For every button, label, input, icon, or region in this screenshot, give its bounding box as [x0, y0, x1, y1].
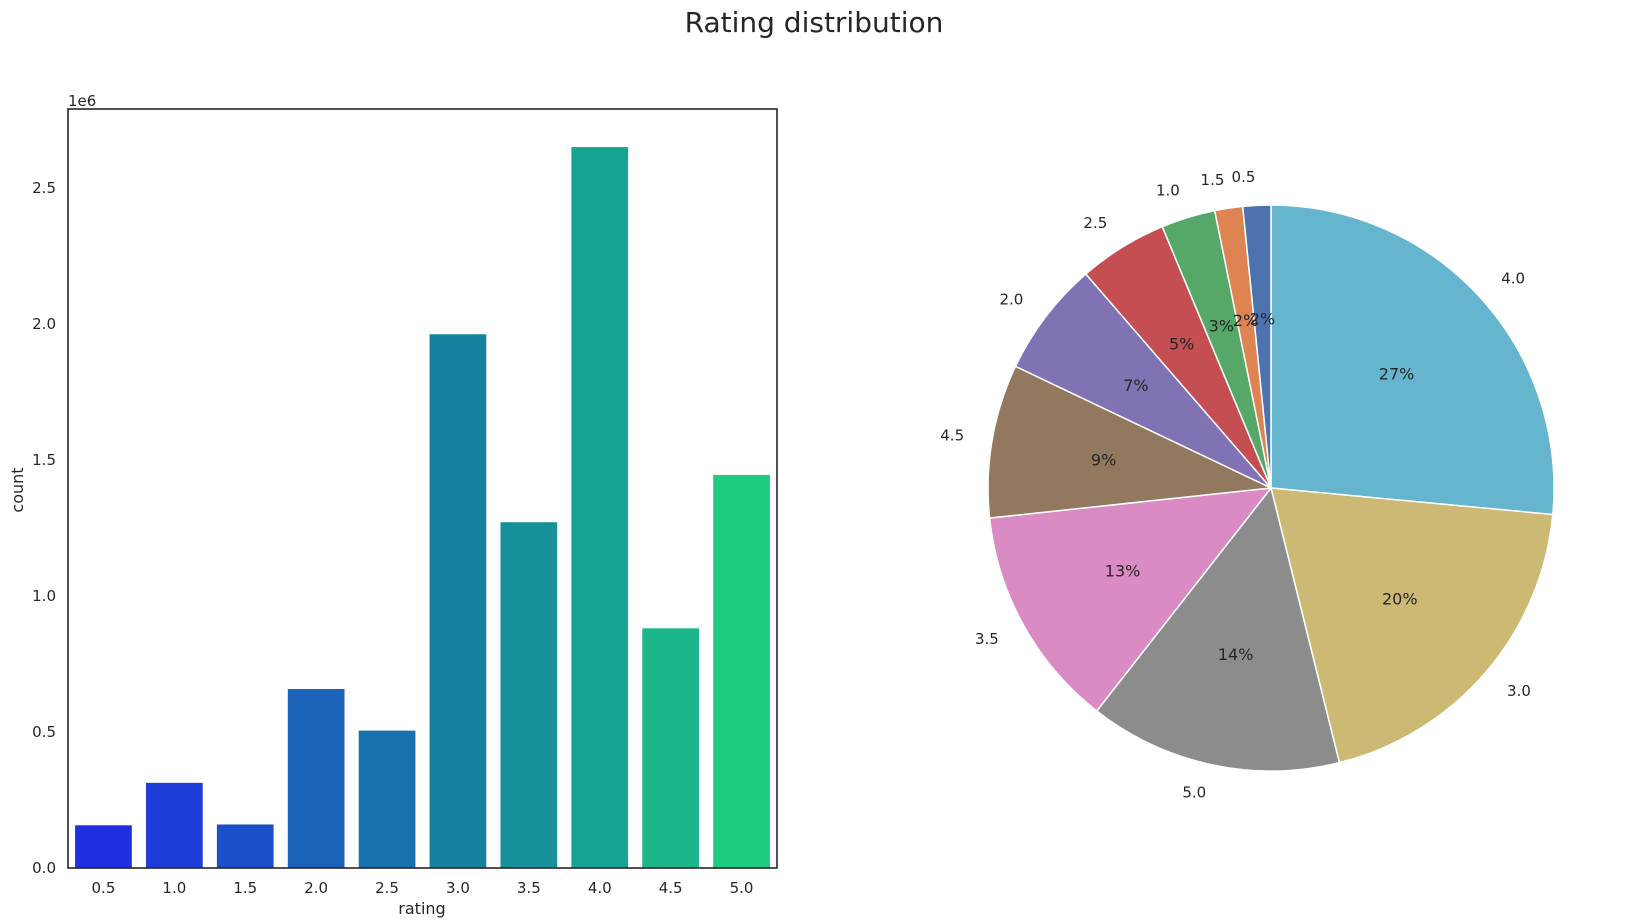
- bar-chart: 0.0 0.5 1.0 1.5 2.0 2.5 0.5 1.0 1.5 2.0 2.5 3.0 3.5…: [8, 92, 778, 918]
- pie-percent-labels: 27%20%14%13%9%7%5%3%2%2%: [1091, 309, 1418, 664]
- x-axis-label: rating: [398, 899, 445, 918]
- pie-pct-2.0: 7%: [1123, 376, 1148, 395]
- pie-label-3.0: 3.0: [1507, 682, 1531, 700]
- pie-pct-3.5: 13%: [1105, 561, 1141, 580]
- pie-label-4.5: 4.5: [940, 427, 964, 445]
- bar-4.5: [642, 628, 700, 868]
- x-tick-4.5: 4.5: [659, 879, 683, 897]
- pie-pct-4.5: 9%: [1091, 450, 1116, 469]
- bar-marks: [75, 147, 770, 869]
- bar-3.5: [500, 522, 558, 868]
- pie-slice-5.0: [1095, 486, 1341, 772]
- figure-title: Rating distribution: [685, 6, 944, 39]
- x-tick-0.5: 0.5: [92, 879, 116, 897]
- bar-0.5: [75, 825, 132, 868]
- pie-labels: 4.0 3.0 5.0 3.5 4.5 2.0 2.5 1.0 1.5 0.5: [940, 168, 1531, 801]
- pie-label-0.5: 0.5: [1232, 168, 1256, 186]
- pie-chart: 4.0 3.0 5.0 3.5 4.5 2.0 2.5 1.0 1.5 0.5 27% 20% 14%…: [940, 168, 1555, 801]
- pie-label-3.5: 3.5: [975, 630, 999, 648]
- pie-label-4.0: 4.0: [1501, 269, 1525, 287]
- y-tick-2.5: 2.5: [32, 179, 56, 197]
- y-offset-label: 1e6: [68, 92, 96, 110]
- pie-pct-2.5: 5%: [1169, 335, 1194, 354]
- bar-2.5: [358, 730, 416, 868]
- y-tick-1.5: 1.5: [32, 451, 56, 469]
- x-tick-1.0: 1.0: [162, 879, 186, 897]
- y-axis-label: count: [8, 467, 27, 512]
- pie-slice-2.0: [1014, 272, 1272, 489]
- bar-4.0: [571, 147, 629, 869]
- x-tick-1.5: 1.5: [233, 879, 257, 897]
- bar-1.5: [216, 824, 274, 868]
- pie-label-2.5: 2.5: [1083, 214, 1107, 232]
- pie-slice-4.0: [1270, 204, 1555, 516]
- pie-label-1.5: 1.5: [1201, 171, 1225, 189]
- x-tick-5.0: 5.0: [730, 879, 754, 897]
- pie-slice-4.5: [987, 365, 1274, 519]
- pie-slice-3.5: [988, 487, 1273, 713]
- bar-y-ticks: 0.0 0.5 1.0 1.5 2.0 2.5: [32, 179, 56, 877]
- bar-plot-frame: [67, 108, 778, 869]
- pie-label-1.0: 1.0: [1156, 181, 1180, 199]
- x-tick-4.0: 4.0: [588, 879, 612, 897]
- pie-slice-0.5: [1241, 204, 1272, 489]
- x-tick-3.5: 3.5: [517, 879, 541, 897]
- pie-pct-0.5: 2%: [1250, 309, 1275, 328]
- y-tick-2.0: 2.0: [32, 315, 56, 333]
- pie-label-2.0: 2.0: [999, 290, 1023, 308]
- bar-x-ticks: 0.5 1.0 1.5 2.0 2.5 3.0 3.5 4.0 4.5 5.0: [92, 879, 754, 897]
- pie-pct-1.0: 3%: [1209, 317, 1234, 336]
- pie-wedges: [987, 204, 1555, 772]
- x-tick-2.5: 2.5: [375, 879, 399, 897]
- bar-5.0: [713, 474, 770, 868]
- y-tick-1.0: 1.0: [32, 587, 56, 605]
- pie-pct-5.0: 14%: [1218, 645, 1254, 664]
- y-tick-0.0: 0.0: [32, 859, 56, 877]
- pie-pct-1.5: 2%: [1233, 311, 1258, 330]
- pie-pct-3.0: 20%: [1382, 590, 1418, 609]
- bar-1.0: [145, 782, 203, 868]
- pie-slice-3.0: [1270, 487, 1554, 764]
- x-tick-3.0: 3.0: [446, 879, 470, 897]
- pie-pct-4.0: 27%: [1379, 365, 1415, 384]
- bar-2.0: [287, 689, 345, 868]
- x-tick-2.0: 2.0: [304, 879, 328, 897]
- pie-label-5.0: 5.0: [1182, 783, 1206, 801]
- y-tick-0.5: 0.5: [32, 723, 56, 741]
- bar-3.0: [429, 334, 487, 868]
